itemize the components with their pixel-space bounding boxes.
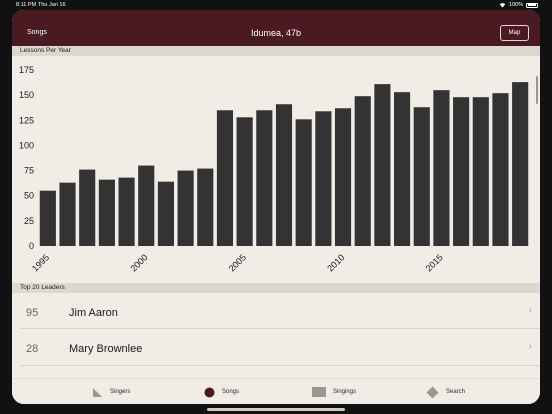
chart-bar-2002 [177,170,194,246]
status-right: 100% [499,0,538,10]
chart-bar-2012 [374,84,391,246]
tab-singers[interactable]: Singers [92,379,130,404]
chart-bar-2000 [138,165,155,246]
status-bar: 8:11 PM Thu Jan 16 100% [0,0,552,10]
chart-bar-2007 [275,104,293,246]
chart-bar-1995 [39,190,56,246]
x-tick-label: 2010 [325,252,346,273]
y-tick-label: 100 [19,140,34,150]
tab-label: Singings [333,389,357,395]
chart-bar-2005 [236,117,253,246]
tab-singings[interactable]: Singings [312,379,356,404]
square-icon [312,387,326,397]
y-tick-label: 0 [29,241,34,251]
status-time: 8:11 PM [16,2,37,8]
chevron-right-icon: › [528,305,532,316]
back-button[interactable]: Songs [27,29,47,36]
y-tick-label: 75 [24,166,34,176]
chart-bar-2004 [216,110,234,246]
leader-count: 95 [26,307,39,319]
battery-percent: 100% [508,2,523,8]
chart-bar-2001 [157,181,174,246]
chart-bar-2011 [354,96,371,246]
chart-bar-2018 [492,93,509,247]
page-title: Idumea, 47b [250,28,302,38]
chart-bar-2008 [295,119,312,246]
chart-bar-1998 [98,179,115,246]
leader-row[interactable]: 95 Jim Aaron › [12,294,540,330]
tab-label: Singers [110,389,131,395]
chevron-right-icon: › [528,341,532,352]
y-tick-label: 25 [24,216,34,226]
chart-bar-1999 [118,177,135,246]
chart-bar-2014 [413,107,430,246]
x-tick-label: 2000 [128,252,149,273]
chart-bar-2016 [453,97,470,246]
chart-bar-2013 [394,92,411,246]
leader-name: Mary Brownlee [69,343,143,355]
chart-bar-2019 [512,82,529,247]
diamond-icon [426,386,439,398]
map-button[interactable]: Map [500,25,529,41]
status-date: Thu Jan 16 [38,2,66,8]
battery-icon [526,2,538,8]
scroll-indicator[interactable] [536,76,538,104]
y-tick-label: 150 [19,90,34,100]
chart-bar-2017 [472,97,489,246]
chart-bar-2006 [256,110,273,246]
tab-label: Search [446,389,466,395]
leader-count: 28 [26,343,39,355]
x-tick-label: 2015 [424,252,445,273]
x-tick-label: 1995 [30,252,51,273]
navigation-bar: Songs Idumea, 47b Map [12,10,540,46]
chart-section-header: Lessons Per Year [12,46,540,56]
tab-label: Songs [222,389,240,395]
leaders-section-header: Top 20 Leaders [12,283,540,293]
row-divider [20,328,540,329]
x-tick-label: 2005 [227,252,248,273]
row-divider [20,365,540,366]
chart-bar-2015 [433,90,450,246]
chart-bar-1997 [79,169,96,246]
triangle-icon [93,387,102,397]
tab-bar: Singers Songs Singings Search [12,378,540,404]
y-tick-label: 175 [19,65,34,75]
leader-row[interactable]: 28 Mary Brownlee › [12,330,540,366]
lessons-per-year-chart: 0 25 50 75 100 125 150 175 1995 2000 2005 2010 2015 [19,65,529,274]
home-indicator [207,408,345,411]
chart-bar-2003 [197,168,214,246]
app-window: Songs Idumea, 47b Map Lessons Per Year 0… [12,10,540,404]
leader-name: Jim Aaron [69,307,118,319]
chart-bar-1996 [59,182,76,246]
chart-bar-2010 [334,108,352,246]
y-tick-label: 50 [24,191,34,201]
y-tick-label: 125 [19,115,34,125]
tab-search[interactable]: Search [426,379,465,404]
chart-bar-2009 [315,111,332,246]
tab-songs[interactable]: Songs [204,379,239,404]
circle-icon [204,387,215,397]
wifi-icon [499,3,506,8]
